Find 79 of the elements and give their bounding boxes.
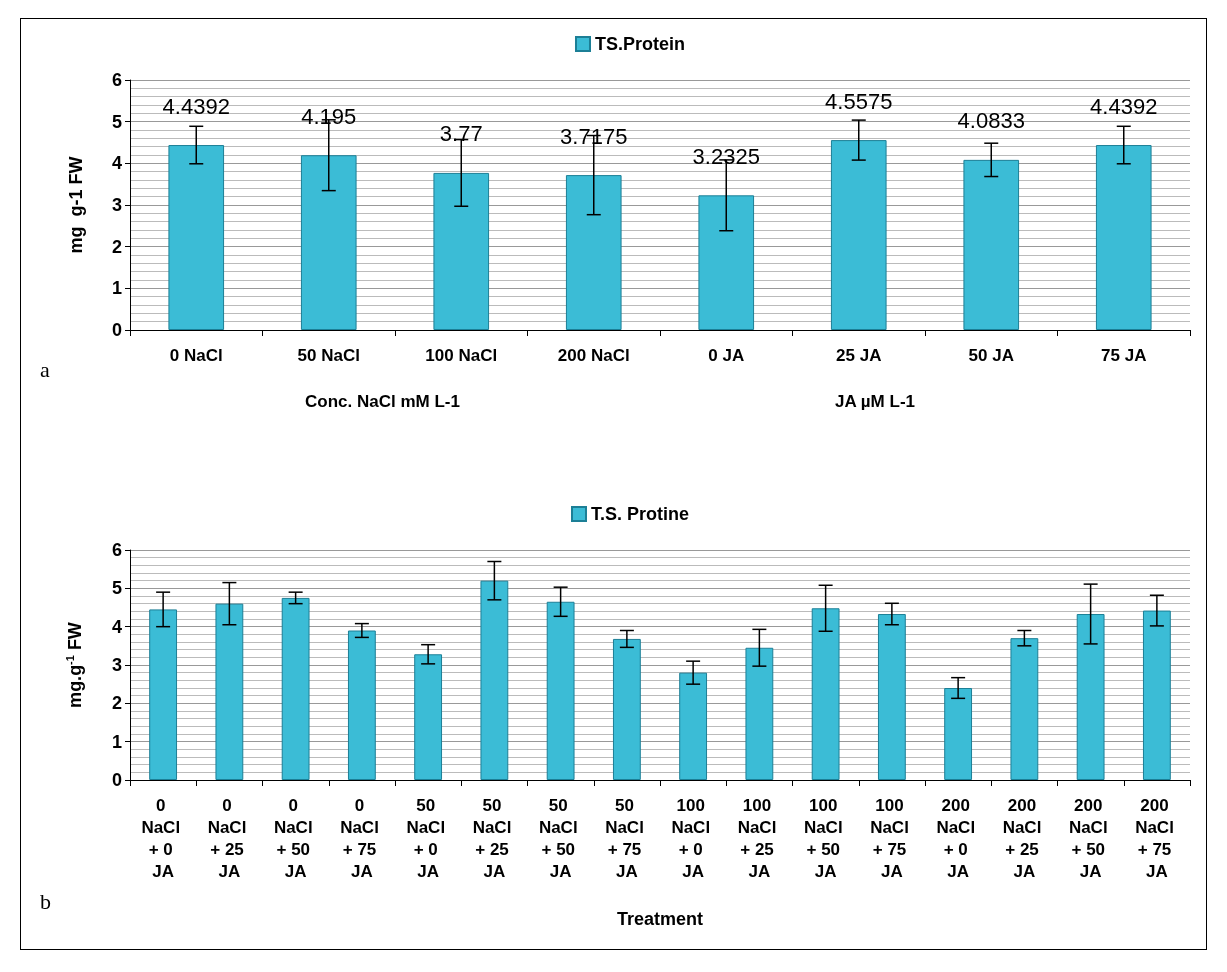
bar: [1010, 638, 1039, 780]
x-tick-label: 100 NaCl + 25 JA: [737, 795, 782, 881]
bar: [963, 159, 1020, 330]
y-tick-label: 0: [111, 770, 122, 790]
bar: [612, 638, 641, 780]
bar: [1095, 145, 1152, 330]
x-tick-label: 100 NaCl + 0 JA: [671, 795, 715, 881]
data-label: 4.4392: [1090, 93, 1158, 119]
x-tick-label: 50 JA: [968, 345, 1014, 365]
y-tick-label: 6: [111, 70, 122, 90]
y-tick-label: 4: [111, 153, 122, 174]
x-tick-label: 0 NaCl: [169, 345, 223, 365]
y-tick-label: 6: [111, 540, 122, 560]
bar: [679, 672, 708, 780]
x-axis-title: Treatment: [616, 909, 704, 929]
text: JA µM L-1: [835, 392, 916, 411]
bar: [811, 608, 840, 780]
y-tick-label: 0: [111, 320, 122, 340]
y-tick-label: 5: [111, 111, 122, 132]
x-tick-label: 100 NaCl + 75 JA: [870, 795, 914, 881]
legend-label: T.S. Protine: [590, 504, 690, 524]
bar: [433, 172, 490, 330]
y-tick-label: 1: [111, 278, 122, 299]
bar: [347, 630, 376, 780]
data-label: 3.77: [439, 121, 483, 147]
bar: [944, 688, 973, 780]
bar: [565, 175, 622, 330]
text: b: [40, 888, 51, 914]
data-label: 4.195: [301, 103, 357, 129]
bar: [149, 609, 178, 780]
bar: [1142, 610, 1171, 780]
x-tick-label: 0 JA: [708, 345, 745, 365]
y-tick-label: 4: [111, 616, 122, 637]
y-tick-label: 3: [111, 195, 122, 215]
data-label: 4.4392: [162, 93, 230, 119]
y-axis-title: mg.g-1 FW: [63, 622, 85, 708]
x-tick-label: 0 NaCl + 0 JA: [141, 795, 185, 881]
x-tick-label: 50 NaCl + 75 JA: [605, 795, 649, 881]
bar: [215, 603, 244, 780]
x-tick-label: 50 NaCl + 25 JA: [472, 795, 517, 881]
bar: [546, 601, 575, 780]
x-tick-label: 200 NaCl + 25 JA: [1002, 795, 1047, 881]
data-label: 4.5575: [825, 88, 893, 114]
x-tick-label: 75 JA: [1101, 345, 1147, 365]
y-tick-label: 2: [111, 236, 122, 257]
legend-label: TS.Protein: [595, 34, 686, 54]
bar: [168, 145, 225, 330]
y-axis-title: mg g-1 FW: [66, 156, 86, 254]
x-tick-label: 50 NaCl: [297, 345, 360, 365]
data-label: 3.2325: [692, 143, 760, 169]
bar: [480, 580, 509, 780]
data-label: 3.7175: [560, 123, 628, 149]
x-tick-label: 200 NaCl + 75 JA: [1135, 795, 1179, 881]
bar: [281, 597, 310, 780]
bar: [698, 195, 755, 330]
x-tick-label: 100 NaCl: [425, 345, 498, 365]
text: a: [40, 356, 50, 382]
bar: [414, 654, 443, 780]
x-tick-label: 50 NaCl + 50 JA: [538, 795, 583, 881]
y-tick-label: 2: [111, 693, 122, 714]
y-tick-label: 3: [111, 655, 122, 675]
y-tick-label: 1: [111, 731, 122, 752]
bar: [830, 140, 887, 330]
data-label: 4.0833: [957, 108, 1025, 134]
x-tick-label: 0 NaCl + 75 JA: [340, 795, 384, 881]
bar: [745, 647, 774, 780]
bar: [1076, 614, 1105, 780]
bar: [877, 614, 906, 780]
x-tick-label: 200 NaCl + 0 JA: [936, 795, 980, 881]
x-tick-label: 200 NaCl + 50 JA: [1068, 795, 1113, 881]
bar: [300, 155, 357, 330]
text: Conc. NaCl mM L-1: [305, 392, 460, 411]
x-tick-label: 50 NaCl + 0 JA: [406, 795, 450, 881]
x-tick-label: 0 NaCl + 25 JA: [207, 795, 252, 881]
x-tick-label: 25 JA: [836, 345, 882, 365]
x-tick-label: 0 NaCl + 50 JA: [273, 795, 318, 881]
y-tick-label: 5: [111, 578, 122, 599]
x-tick-label: 100 NaCl + 50 JA: [803, 795, 848, 881]
x-tick-label: 200 NaCl: [557, 345, 630, 365]
